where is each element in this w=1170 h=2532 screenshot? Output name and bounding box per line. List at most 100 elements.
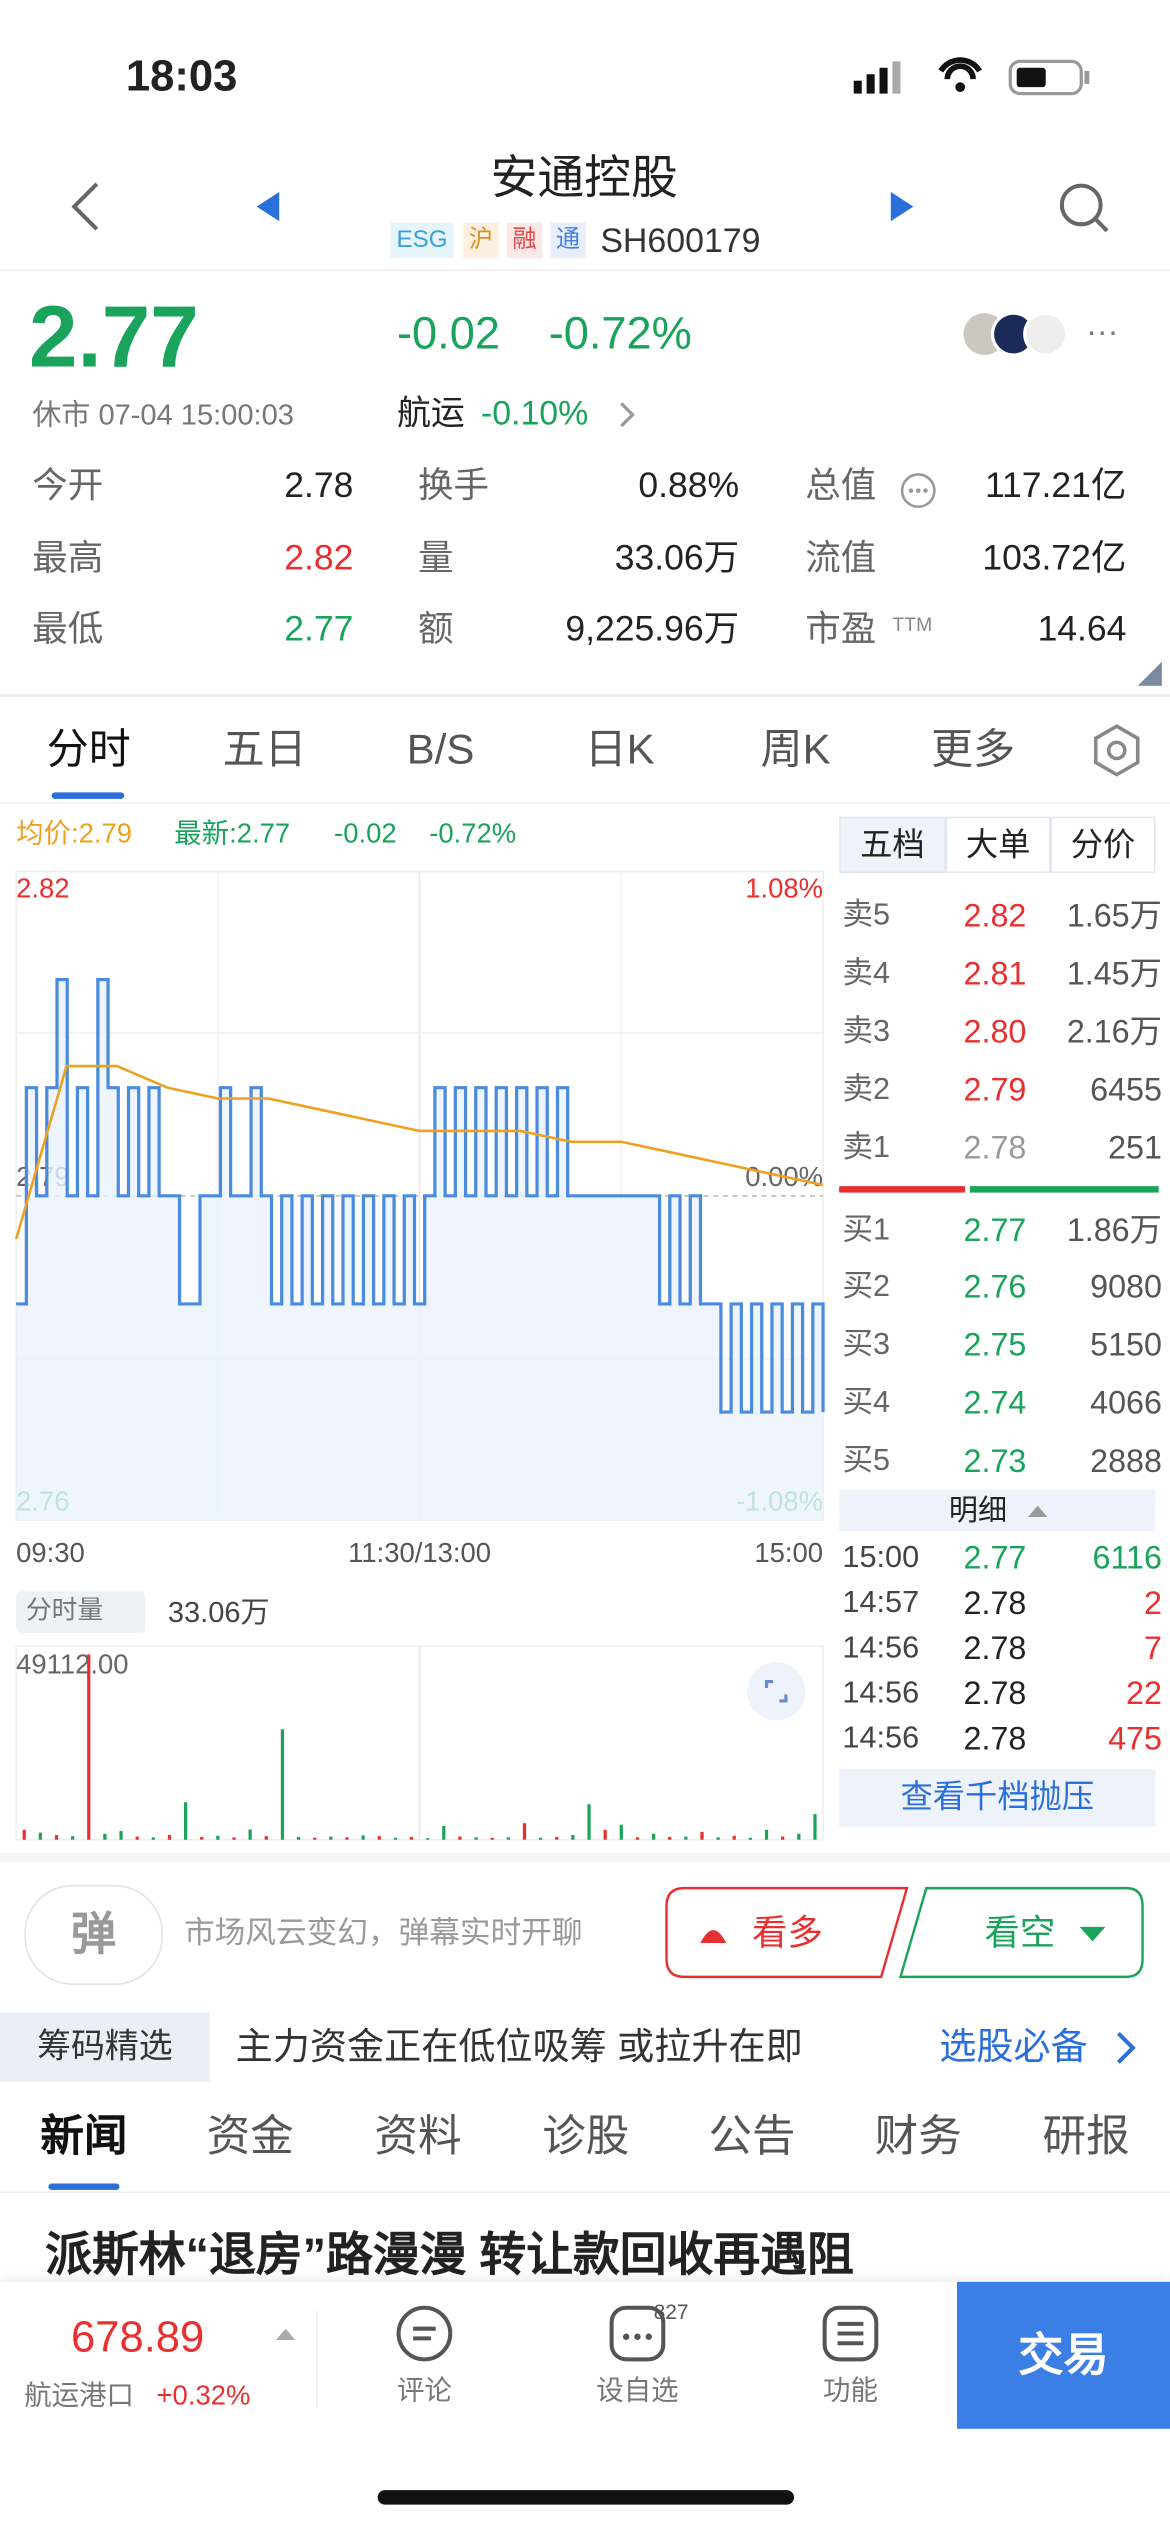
latest-label: 最新:2.77 [174, 818, 291, 849]
volume-bar [361, 1835, 365, 1840]
volume-bar [216, 1835, 220, 1840]
news-tab[interactable]: 资料 [374, 2112, 462, 2161]
divider [0, 269, 1170, 272]
danmaku-icon[interactable]: 弹 [24, 1884, 163, 1985]
book-volume: 9080 [1090, 1270, 1162, 1306]
news-tab[interactable]: 资金 [206, 2112, 294, 2161]
bear-label: 看空 [984, 1912, 1056, 1953]
book-tab[interactable]: 大单 [945, 816, 1051, 874]
news-tab[interactable]: 研报 [1042, 2112, 1130, 2161]
volume-bar [716, 1837, 720, 1840]
trade-button[interactable]: 交易 [956, 2281, 1170, 2429]
tab[interactable]: 周K [760, 724, 831, 774]
banner-tag: 筹码精选 [0, 2012, 210, 2082]
volume-bar [426, 1838, 430, 1840]
bull-label: 看多 [752, 1912, 824, 1953]
trade-volume: 6116 [1092, 1541, 1162, 1577]
book-label: 卖4 [842, 956, 891, 991]
bull-button[interactable] [665, 1886, 909, 1979]
volume-bar [103, 1833, 107, 1840]
trade-time: 14:56 [842, 1676, 920, 1711]
stat-value: 14.64 [1037, 608, 1127, 649]
sector[interactable]: 航运 [396, 395, 465, 433]
headline[interactable]: 派斯林“退房”路漫漫 转让款回收再遇阻 [45, 2230, 854, 2282]
ask-ratio [839, 1186, 966, 1193]
trade-time: 14:56 [842, 1721, 920, 1756]
divider [0, 693, 1170, 698]
tab[interactable]: 日K [584, 724, 655, 774]
volume-bar [345, 1837, 349, 1840]
volume-bar [151, 1837, 155, 1840]
latest-pct: -0.72% [429, 818, 517, 849]
divider [0, 1852, 1170, 1863]
book-label: 买2 [842, 1270, 891, 1304]
news-tab[interactable]: 公告 [708, 2112, 796, 2161]
tab[interactable]: 分时 [46, 724, 131, 774]
comment[interactable]: 评论 [396, 2375, 452, 2407]
volume-bar [668, 1836, 672, 1840]
y-tick-label: 49112.00 [16, 1649, 128, 1680]
stat-label: 总值 [805, 464, 877, 506]
volume-bar [700, 1831, 704, 1840]
volume-bar [119, 1831, 123, 1840]
divider [0, 2191, 1170, 2194]
volume-bar [748, 1837, 753, 1840]
stat-label: 最高 [32, 537, 104, 578]
book-label: 买3 [842, 1328, 891, 1363]
trade-price: 2.78 [963, 1586, 1027, 1622]
trade-time: 14:57 [842, 1586, 920, 1621]
volume-bar [248, 1829, 252, 1840]
tab[interactable]: B/S [406, 724, 475, 774]
volume-bar [296, 1836, 301, 1840]
book-tab[interactable]: 分价 [1050, 816, 1156, 874]
volume-bar [490, 1837, 494, 1840]
book-price: 2.80 [963, 1015, 1027, 1051]
volume-bar [71, 1836, 75, 1840]
volume-bar [506, 1837, 510, 1840]
volume-bar [38, 1832, 42, 1840]
depth-button[interactable]: 查看千档抛压 [839, 1768, 1156, 1827]
info-icon[interactable] [899, 471, 938, 510]
header-icons [71, 182, 1109, 233]
book-tab[interactable]: 五档 [839, 816, 946, 874]
news-tab[interactable]: 财务 [874, 2112, 962, 2161]
book-volume: 4066 [1090, 1386, 1162, 1422]
volume-selector[interactable] [16, 1591, 146, 1634]
index-value[interactable]: 678.89 [71, 2312, 205, 2361]
tab[interactable]: 更多 [931, 724, 1016, 774]
volume-bar [393, 1837, 397, 1840]
stat-value: 2.82 [284, 537, 354, 578]
settings[interactable] [1091, 723, 1143, 778]
volume-bar [232, 1837, 236, 1840]
search[interactable] [1059, 183, 1103, 227]
prev[interactable] [256, 192, 280, 222]
watch[interactable]: 设自选 [596, 2375, 679, 2407]
stat-value: 117.21亿 [984, 464, 1127, 506]
volume-bar [539, 1837, 543, 1840]
tag: ESG [390, 222, 454, 259]
stat-value: 2.77 [284, 608, 354, 649]
trade-price: 2.78 [963, 1676, 1027, 1713]
book-volume: 1.45万 [1066, 956, 1162, 993]
banner-link[interactable]: 选股必备 [939, 2025, 1088, 2068]
expand[interactable] [746, 1661, 807, 1722]
change-pct: -0.72% [548, 308, 692, 359]
avg-label: 均价:2.79 [16, 818, 133, 849]
price-line [16, 977, 825, 1414]
volume-bar [377, 1836, 381, 1840]
back[interactable] [71, 182, 99, 231]
next[interactable] [890, 192, 914, 222]
more[interactable]: ··· [1086, 314, 1119, 351]
news-tab[interactable]: 新闻 [40, 2112, 128, 2161]
intraday-chart: 2.822.792.761.08%0.00%-1.08%09:3011:30/1… [14, 870, 825, 1841]
news-tab[interactable]: 诊股 [542, 2112, 630, 2161]
book-volume: 2.16万 [1066, 1015, 1162, 1051]
function[interactable]: 功能 [823, 2375, 878, 2407]
tab[interactable]: 五日 [222, 724, 307, 774]
stat-value: 103.72亿 [982, 537, 1127, 578]
detail-header [839, 1489, 1156, 1532]
banner-text[interactable]: 主力资金正在低位吸筹 或拉升在即 [235, 2025, 803, 2068]
volume-bar [183, 1802, 188, 1840]
bear-button[interactable] [898, 1886, 1144, 1979]
